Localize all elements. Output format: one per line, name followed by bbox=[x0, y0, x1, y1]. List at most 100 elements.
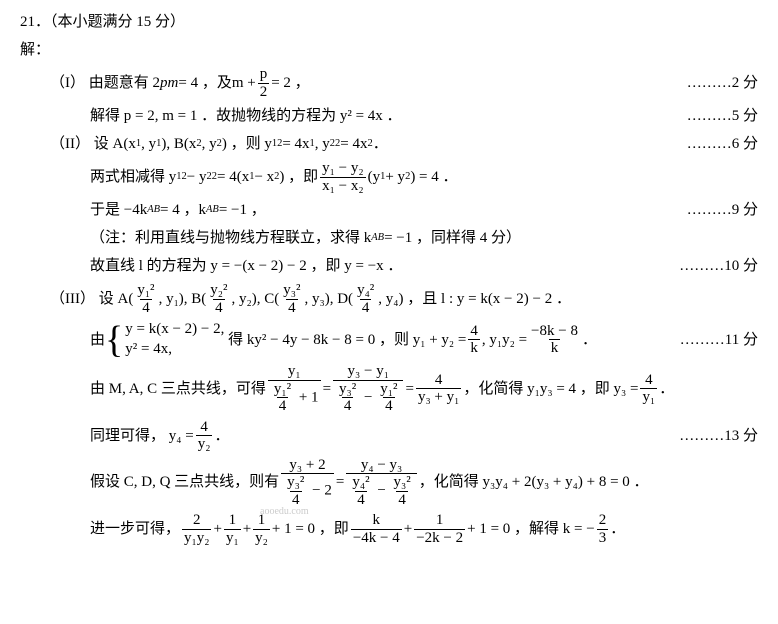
content: 两式相减得 y12 − y22 = 4(x1 − x2) ，即 y₁ − y₂ … bbox=[90, 160, 758, 194]
t: 由 bbox=[90, 328, 105, 352]
brace-icon: { bbox=[105, 321, 123, 359]
d: y₁y₂ bbox=[182, 529, 211, 547]
t: ), B(x bbox=[161, 132, 196, 156]
t: = 4 ，及 bbox=[178, 71, 231, 95]
t: ) = 4 ． bbox=[410, 165, 457, 189]
p3-line5: 假设 C, D, Q 三点共线，则有 y₃ + 2 y₃²4 − 2 = y₄ … bbox=[20, 457, 758, 509]
t: 故直线 l 的方程为 y = −(x − 2) − 2 ，即 y = −x ． bbox=[90, 254, 402, 278]
n: 1 bbox=[227, 512, 239, 529]
t: = 4(x bbox=[217, 165, 249, 189]
d: k bbox=[468, 339, 480, 357]
score: ………6 分 bbox=[687, 132, 758, 156]
n: −8k − 8 bbox=[529, 323, 580, 340]
t: (y bbox=[368, 165, 381, 189]
frac: y₁²4 bbox=[378, 381, 399, 415]
num: p bbox=[258, 66, 270, 83]
frac: 4y₃ + y₁ bbox=[416, 372, 461, 406]
question-header: 21．（本小题满分 15 分） bbox=[20, 10, 758, 34]
n: 2 bbox=[191, 512, 203, 529]
t: − bbox=[360, 389, 376, 405]
n: y₂² bbox=[208, 282, 229, 299]
den: x₁ − x₂ bbox=[320, 177, 365, 195]
t: 于是 −4k bbox=[90, 198, 147, 222]
frac: y₃²4 bbox=[285, 474, 306, 508]
n: y₁ bbox=[286, 363, 303, 380]
score: ………11 分 bbox=[680, 328, 758, 352]
t: , y bbox=[315, 132, 330, 156]
t: 由 M, A, C 三点共线，可得 bbox=[90, 377, 266, 401]
t: ) ，则 y bbox=[222, 132, 272, 156]
t: + 1 = 0 ，解得 k = − bbox=[467, 517, 595, 541]
frac: 4k bbox=[468, 323, 480, 357]
t: = 4x bbox=[340, 132, 367, 156]
n: 4 bbox=[433, 372, 445, 389]
t: ． bbox=[610, 517, 625, 541]
n: k bbox=[371, 512, 383, 529]
n: 1 bbox=[434, 512, 446, 529]
t: , y₁), B( bbox=[159, 287, 207, 311]
t: m + bbox=[232, 71, 256, 95]
solution-label: 解： bbox=[20, 38, 758, 62]
p3-line3: 由 M, A, C 三点共线，可得 y₁ y₁²4 + 1 = y₃ − y₁ … bbox=[20, 363, 758, 415]
content: 于是 −4kAB = 4 ，kAB = −1 ， bbox=[90, 198, 677, 222]
d: 4 bbox=[360, 299, 372, 317]
qnum: 21．（本小题满分 15 分） bbox=[20, 10, 185, 34]
n: y₃² bbox=[337, 381, 358, 398]
p2-line4: （注：利用直线与抛物线方程联立，求得 kAB = −1 ，同样得 4 分） bbox=[20, 226, 758, 250]
t: = 4 ，k bbox=[160, 198, 206, 222]
d: y₂ bbox=[196, 435, 213, 453]
d: y₂ bbox=[253, 529, 270, 547]
n: y₄ − y₃ bbox=[359, 457, 404, 474]
content: 由 M, A, C 三点共线，可得 y₁ y₁²4 + 1 = y₃ − y₁ … bbox=[90, 363, 758, 415]
frac: k−4k − 4 bbox=[351, 512, 402, 546]
frac: y₃ + 2 y₃²4 − 2 bbox=[281, 457, 334, 509]
t: 假设 C, D, Q 三点共线，则有 bbox=[90, 470, 279, 494]
p2-line2: 两式相减得 y12 − y22 = 4(x1 − x2) ，即 y₁ − y₂ … bbox=[20, 160, 758, 194]
content: （注：利用直线与抛物线方程联立，求得 kAB = −1 ，同样得 4 分） bbox=[90, 226, 758, 250]
d: 3 bbox=[597, 529, 609, 547]
lead: （I） bbox=[50, 71, 85, 95]
t: = 4x bbox=[282, 132, 309, 156]
content: 进一步可得， 2y₁y₂ + 1y₁ + 1y₂ + 1 = 0 ，即 k−4k… bbox=[90, 512, 758, 546]
p2-line1: （II） 设 A(x1, y1), B(x2, y2) ，则 y12 = 4x1… bbox=[20, 132, 758, 156]
t: 由题意有 2 bbox=[89, 71, 160, 95]
system: y = k(x − 2) − 2, y² = 4x, bbox=[125, 320, 224, 359]
n: y₄² bbox=[355, 282, 376, 299]
t: , y₃), D( bbox=[305, 287, 354, 311]
d: 4 bbox=[342, 397, 354, 415]
d: y₁²4 + 1 bbox=[268, 380, 321, 415]
frac: −8k − 8k bbox=[529, 323, 580, 357]
d: k bbox=[549, 339, 561, 357]
t: 解得 p = 2, m = 1 ．故抛物线的方程为 y² = 4x ． bbox=[90, 104, 402, 128]
content: 由 { y = k(x − 2) − 2, y² = 4x, 得 ky² − 4… bbox=[90, 320, 670, 359]
t: , y₂), C( bbox=[232, 287, 280, 311]
lead: （II） bbox=[50, 132, 90, 156]
t: − bbox=[374, 482, 390, 498]
n: 2 bbox=[597, 512, 609, 529]
sol: 解： bbox=[20, 38, 50, 62]
n: y₃ + 2 bbox=[287, 457, 327, 474]
t: − y bbox=[187, 165, 207, 189]
t: = −1 ，同样得 4 分） bbox=[384, 226, 521, 250]
d: 4 bbox=[383, 397, 395, 415]
t: ． bbox=[214, 424, 229, 448]
t: + y bbox=[385, 165, 405, 189]
p1-line1: （I） 由题意有 2pm = 4 ，及 m + p 2 = 2 ， ………2 分 bbox=[20, 66, 758, 100]
n: y₃² bbox=[392, 474, 413, 491]
score: ………2 分 bbox=[687, 71, 758, 95]
n: y₁² bbox=[135, 282, 156, 299]
t: + bbox=[213, 517, 221, 541]
t: pm bbox=[160, 71, 178, 95]
frac: y₁²4 bbox=[272, 381, 293, 415]
t: = bbox=[405, 377, 413, 401]
lead: （III） bbox=[50, 287, 95, 311]
frac: y₃²4 bbox=[392, 474, 413, 508]
score: ………13 分 bbox=[679, 424, 758, 448]
n: y₁² bbox=[378, 381, 399, 398]
n: y₄² bbox=[350, 474, 371, 491]
d: 4 bbox=[140, 299, 152, 317]
frac: y₁ y₁²4 + 1 bbox=[268, 363, 321, 415]
frac: y₁²4 bbox=[135, 282, 156, 316]
eq1: y = k(x − 2) − 2, bbox=[125, 320, 224, 340]
t: ． bbox=[582, 328, 597, 352]
